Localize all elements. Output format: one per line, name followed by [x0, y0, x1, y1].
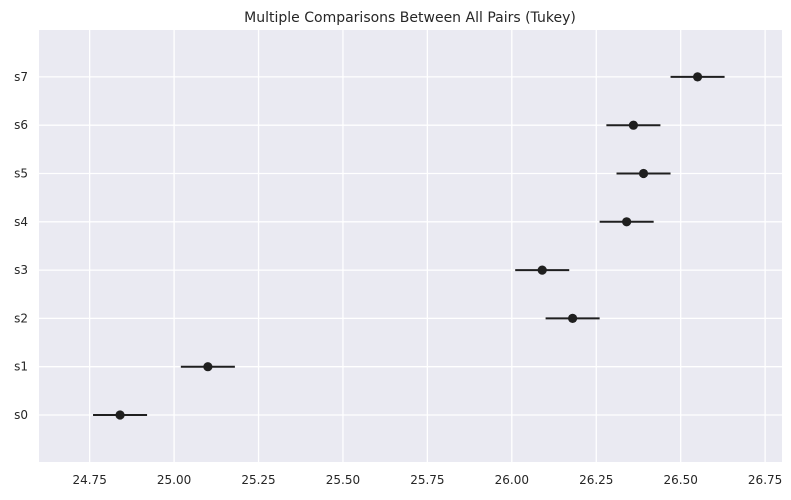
data-marks	[93, 72, 725, 420]
x-gridlines	[89, 30, 766, 462]
chart-title: Multiple Comparisons Between All Pairs (…	[244, 10, 576, 26]
y-tick-label: s3	[14, 263, 28, 277]
mean-point-s2	[568, 313, 578, 323]
x-tick-label: 26.50	[664, 473, 698, 487]
mean-point-s1	[203, 362, 213, 372]
x-tick-label: 25.50	[326, 473, 360, 487]
y-tick-label: s2	[14, 311, 28, 325]
x-tick-label: 26.75	[748, 473, 782, 487]
mean-point-s4	[622, 217, 632, 227]
y-tick-label: s6	[14, 118, 28, 132]
y-gridlines	[39, 76, 782, 416]
y-tick-label: s1	[14, 360, 28, 374]
x-tick-label: 25.75	[410, 473, 444, 487]
plot-area	[39, 30, 782, 462]
mean-point-s5	[638, 168, 649, 179]
y-tick-label: s5	[14, 167, 28, 181]
x-tick-label: 26.25	[579, 473, 613, 487]
x-tick-label: 26.00	[495, 473, 529, 487]
y-tick-label: s0	[14, 408, 28, 422]
x-tick-label: 25.00	[157, 473, 191, 487]
mean-point-s7	[692, 72, 703, 82]
mean-point-s0	[115, 410, 125, 420]
x-tick-label: 25.25	[241, 473, 275, 487]
x-tick-label: 24.75	[72, 473, 106, 487]
mean-point-s6	[628, 120, 639, 130]
mean-point-s3	[537, 265, 547, 275]
x-tick-labels: 24.75 25.00 25.25 25.50 25.75 26.00 26.25 26.50…	[72, 473, 782, 487]
y-tick-label: s7	[14, 70, 28, 84]
y-tick-labels: s0 s1 s2 s3 s4 s5 s6 s7	[14, 70, 28, 422]
y-tick-label: s4	[14, 215, 28, 229]
